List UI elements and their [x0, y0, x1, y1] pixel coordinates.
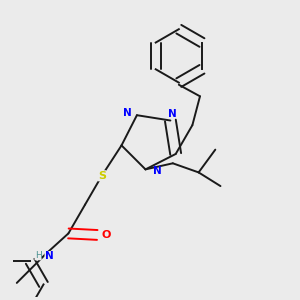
Text: N: N [45, 251, 53, 261]
Text: N: N [168, 109, 177, 119]
Text: N: N [153, 166, 161, 176]
Text: N: N [123, 108, 132, 118]
Text: S: S [98, 171, 106, 181]
Text: H: H [35, 251, 41, 260]
Text: O: O [101, 230, 110, 240]
